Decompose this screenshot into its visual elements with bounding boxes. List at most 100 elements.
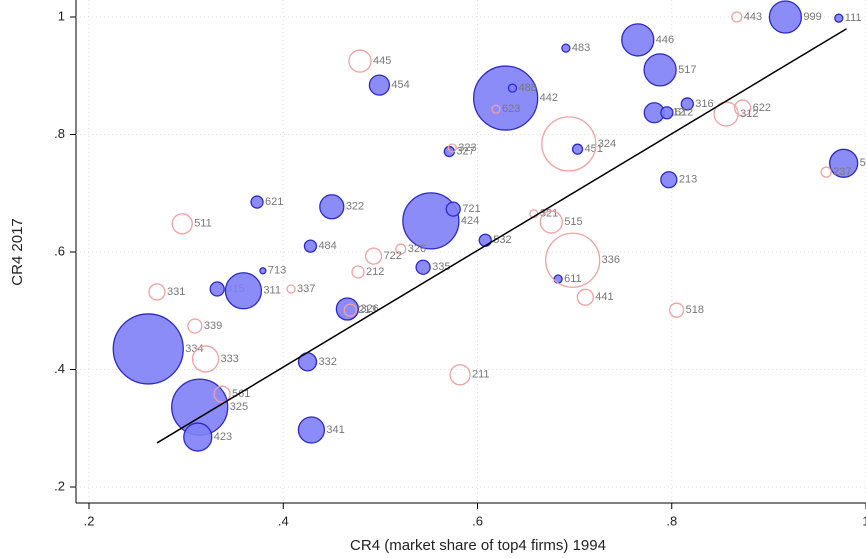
point-label: 484 [318, 240, 336, 252]
bubble [191, 345, 220, 373]
bubble [213, 385, 231, 403]
bubble [319, 194, 345, 220]
bubble [473, 65, 539, 131]
bubble [668, 302, 685, 318]
point-label: 322 [346, 201, 364, 213]
point-label: 321 [540, 208, 558, 220]
bubble [449, 364, 471, 386]
bubble [250, 195, 264, 209]
y-tick-label: 1 [58, 8, 65, 23]
y-tick-label: .2 [54, 478, 65, 493]
point-label: 999 [803, 11, 821, 23]
point-label: 445 [373, 55, 391, 67]
point-label: 332 [319, 356, 337, 368]
bubble [643, 53, 677, 87]
bubble [734, 99, 752, 117]
bubble [148, 283, 166, 301]
point-label: 623 [502, 103, 520, 115]
point-label: 441 [595, 291, 613, 303]
point-label: 517 [678, 64, 696, 76]
point-label: 311 [263, 285, 281, 297]
x-tick-label: .2 [84, 513, 95, 528]
bubble [297, 416, 326, 444]
point-label: 612 [675, 107, 693, 119]
point-label: 337 [297, 283, 315, 295]
point-label: 488 [518, 82, 536, 94]
bubble [224, 272, 263, 310]
bubble [402, 192, 460, 250]
y-tick-label: .8 [54, 126, 65, 141]
bubble [187, 318, 203, 334]
bubble [660, 106, 674, 120]
bubble [447, 143, 457, 153]
x-tick-label: .6 [472, 513, 483, 528]
bubble [183, 422, 213, 452]
point-label: 721 [462, 203, 480, 215]
point-label: 442 [540, 92, 558, 104]
bubble [368, 74, 391, 96]
point-label: 713 [268, 265, 286, 277]
point-label: 51 [860, 157, 866, 169]
point-label: 323 [458, 142, 476, 154]
point-label: 511 [194, 218, 212, 230]
bubble [491, 104, 501, 114]
point-label: 211 [472, 369, 490, 381]
point-label: 518 [686, 304, 704, 316]
bubble [541, 116, 597, 172]
point-label: 424 [461, 215, 479, 227]
bubble [303, 239, 318, 253]
bubble [259, 267, 267, 275]
point-label: 339 [204, 320, 222, 332]
y-tick-label: .6 [54, 243, 65, 258]
y-axis-title: CR4 2017 [9, 218, 26, 286]
point-label: 483 [572, 42, 590, 54]
point-label: 515 [564, 216, 582, 228]
point-label: 336 [602, 254, 620, 266]
x-tick-label: 1 [862, 513, 866, 528]
bubble [571, 143, 584, 155]
bubble [395, 243, 407, 255]
bubble [286, 284, 296, 294]
bubble [348, 49, 372, 73]
bubble [415, 259, 431, 275]
bubble [112, 313, 184, 385]
bubble [576, 288, 594, 306]
point-label: 213 [358, 304, 376, 316]
bubble [171, 213, 193, 235]
bubble [553, 274, 563, 284]
point-label: 341 [326, 424, 344, 436]
bubble [445, 201, 461, 217]
point-label: 443 [744, 11, 762, 23]
point-label: 316 [695, 98, 713, 110]
bubble [351, 265, 365, 279]
point-label: 326 [408, 243, 426, 255]
point-label: 454 [391, 79, 409, 91]
bubble [539, 210, 563, 234]
bubble [364, 247, 383, 265]
point-label: 331 [167, 286, 185, 298]
bubble [561, 43, 571, 53]
point-label: 213 [679, 174, 697, 186]
bubble [680, 97, 694, 111]
bubble [768, 0, 803, 34]
point-label: 237 [833, 166, 851, 178]
bubble [820, 166, 832, 178]
point-label: 532 [493, 234, 511, 246]
point-label: 446 [656, 34, 674, 46]
bubble [335, 297, 360, 321]
point-label: 327 [456, 145, 474, 157]
bubble [209, 281, 225, 297]
bubble [621, 23, 655, 57]
bubble [834, 13, 844, 23]
point-label: 622 [753, 102, 771, 114]
bubble [829, 148, 859, 178]
x-tick-label: .4 [278, 513, 289, 528]
point-label: 212 [366, 266, 384, 278]
point-label: 334 [185, 343, 203, 355]
point-label: 561 [232, 388, 250, 400]
point-label: 333 [221, 353, 239, 365]
bubble [545, 232, 601, 288]
point-label: 324 [598, 138, 616, 150]
